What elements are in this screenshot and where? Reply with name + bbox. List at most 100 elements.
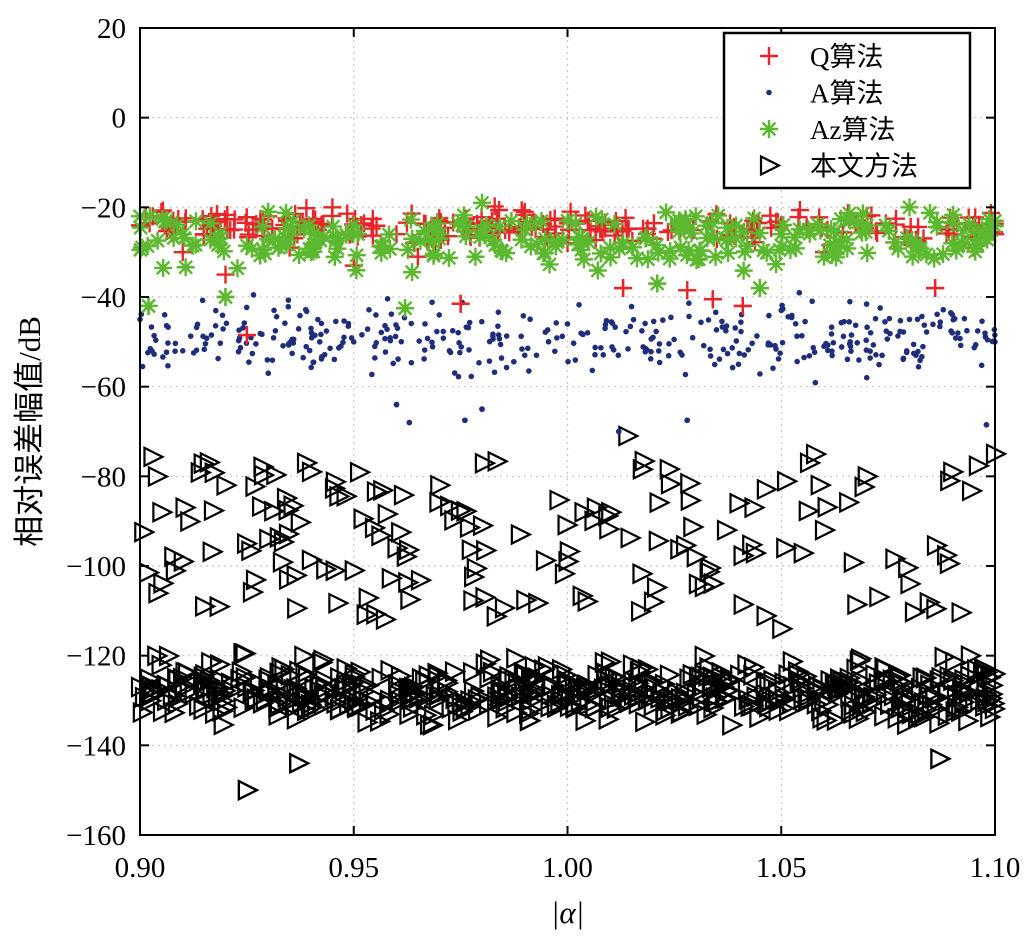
data-point: [650, 318, 657, 325]
data-point: [225, 220, 244, 239]
data-point: [167, 667, 189, 690]
data-point: [444, 509, 466, 532]
data-point: [733, 544, 756, 567]
data-point: [600, 352, 607, 358]
data-point: [448, 709, 470, 731]
data-point: [475, 586, 497, 609]
data-point: [316, 339, 323, 345]
data-point: [939, 665, 962, 688]
data-point: [175, 496, 198, 519]
data-point: [282, 320, 288, 327]
data-point: [514, 682, 537, 704]
data-point: [682, 224, 701, 243]
data-point: [847, 298, 853, 305]
data-point: [273, 531, 296, 553]
data-point: [863, 301, 870, 307]
data-point: [271, 235, 290, 254]
data-point: [154, 258, 173, 277]
data-point: [876, 658, 898, 680]
data-point: [429, 491, 451, 514]
data-point: [238, 236, 257, 255]
data-point: [912, 666, 935, 689]
data-point: [165, 559, 188, 582]
data-point: [521, 352, 528, 359]
data-point: [655, 348, 662, 354]
data-point: [572, 357, 579, 363]
data-point: [439, 248, 458, 267]
data-point: [553, 320, 560, 326]
data-point: [980, 210, 999, 229]
data-point: [869, 586, 891, 608]
data-point: [255, 689, 278, 711]
data-point: [379, 703, 401, 725]
data-point: [379, 225, 398, 244]
data-point: [605, 215, 624, 234]
data-point: [282, 221, 301, 240]
data-point: [831, 676, 853, 699]
data-point: [510, 523, 533, 546]
data-point: [910, 677, 933, 700]
data-point: [430, 474, 452, 497]
data-point: [789, 312, 795, 319]
data-point: [387, 337, 394, 344]
data-point: [738, 319, 744, 325]
data-point: [272, 328, 279, 334]
data-point: [411, 231, 430, 250]
data-point: [601, 501, 623, 523]
data-point: [799, 452, 822, 474]
data-point: [241, 539, 263, 562]
data-point: [440, 328, 447, 335]
legend-marker: [760, 47, 778, 65]
data-point: [431, 677, 453, 700]
data-point: [284, 212, 303, 231]
data-point: [466, 247, 485, 266]
data-point: [750, 279, 769, 298]
data-point: [671, 238, 690, 257]
data-point: [887, 209, 906, 228]
data-point: [858, 243, 877, 262]
data-point: [366, 307, 372, 313]
data-point: [729, 492, 751, 515]
data-point: [441, 697, 464, 719]
data-point: [162, 685, 185, 707]
data-point: [964, 327, 970, 334]
data-point: [898, 557, 920, 579]
data-point: [329, 698, 352, 721]
data-point: [324, 217, 343, 236]
data-point: [176, 258, 195, 277]
data-point: [772, 617, 794, 640]
data-point: [961, 315, 968, 322]
data-point: [642, 320, 648, 327]
data-point: [614, 279, 633, 298]
data-point: [193, 452, 216, 475]
data-point: [853, 687, 876, 710]
legend-box: [722, 31, 972, 190]
series-asterisk: [131, 193, 1004, 318]
data-point: [602, 325, 608, 332]
data-point: [373, 312, 379, 318]
data-point: [863, 686, 885, 708]
data-point: [444, 660, 467, 683]
data-point: [364, 326, 371, 332]
data-point: [285, 303, 292, 310]
data-point: [428, 214, 447, 233]
data-point: [369, 371, 375, 378]
data-point: [754, 333, 760, 339]
data-point: [483, 231, 502, 250]
data-point: [757, 371, 763, 377]
data-point: [809, 298, 815, 305]
data-point: [272, 551, 295, 573]
data-point: [653, 328, 659, 335]
data-point: [829, 352, 835, 359]
data-point: [175, 229, 194, 248]
data-point: [416, 338, 422, 344]
data-point: [949, 311, 956, 318]
data-point: [409, 687, 431, 710]
data-point: [140, 206, 159, 225]
data-point: [396, 299, 415, 318]
data-point: [781, 241, 800, 260]
data-point: [630, 600, 653, 623]
data-point: [373, 479, 395, 502]
data-point: [202, 340, 209, 347]
data-point: [336, 485, 359, 508]
